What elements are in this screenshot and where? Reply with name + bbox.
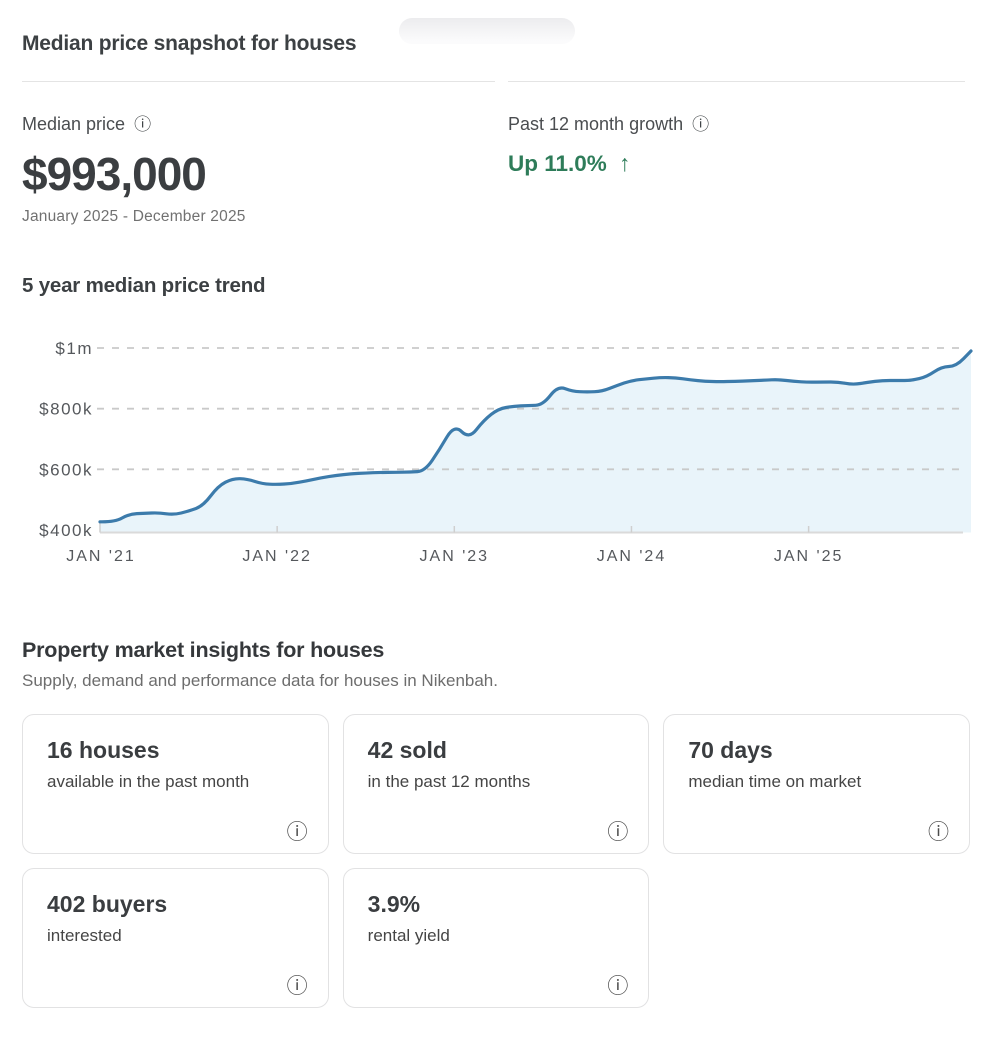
- svg-text:JAN '21: JAN '21: [66, 548, 136, 565]
- growth-panel: Past 12 month growth ⓘ Up 11.0% ↑: [508, 81, 965, 226]
- svg-text:JAN '25: JAN '25: [774, 548, 844, 565]
- info-icon[interactable]: ⓘ: [927, 821, 949, 844]
- card-label: available in the past month: [47, 772, 250, 791]
- card-rental-yield[interactable]: 3.9% rental yield ⓘ: [342, 868, 650, 1008]
- card-label: median time on market: [688, 772, 862, 791]
- median-price-label-row: Median price ⓘ: [22, 114, 495, 135]
- growth-value: Up 11.0% ↑: [508, 150, 965, 177]
- growth-label: Past 12 month growth: [508, 114, 684, 134]
- info-icon[interactable]: ⓘ: [607, 821, 629, 844]
- card-value: 70 days: [688, 737, 773, 763]
- svg-text:$400k: $400k: [39, 521, 93, 540]
- card-value: 3.9%: [367, 891, 421, 917]
- info-icon[interactable]: ⓘ: [607, 975, 629, 998]
- info-icon[interactable]: ⓘ: [286, 821, 308, 844]
- median-price-value: $993,000: [22, 148, 207, 200]
- info-icon[interactable]: ⓘ: [692, 115, 710, 134]
- median-price-period: January 2025 - December 2025: [22, 208, 246, 225]
- partial-header-pill: [399, 18, 575, 44]
- card-label: interested: [47, 926, 122, 945]
- median-price-label: Median price: [22, 114, 126, 134]
- insights-subtitle: Supply, demand and performance data for …: [22, 671, 498, 690]
- svg-text:JAN '23: JAN '23: [420, 548, 490, 565]
- svg-text:$600k: $600k: [39, 460, 93, 479]
- card-buyers-interested[interactable]: 402 buyers interested ⓘ: [22, 868, 329, 1008]
- snapshot-section-title: Median price snapshot for houses: [22, 32, 357, 55]
- card-sold[interactable]: 42 sold in the past 12 months ⓘ: [342, 714, 650, 854]
- up-arrow-icon: ↑: [618, 150, 631, 176]
- svg-text:JAN '24: JAN '24: [597, 548, 667, 565]
- card-label: in the past 12 months: [367, 772, 531, 791]
- median-price-panel: Median price ⓘ $993,000 January 2025 - D…: [22, 81, 495, 226]
- info-icon[interactable]: ⓘ: [286, 975, 308, 998]
- svg-text:$800k: $800k: [39, 400, 93, 419]
- card-label: rental yield: [367, 926, 450, 945]
- price-trend-chart: $1m $800k $600k $400k JAN '21 JAN '22 JAN '23 J…: [39, 339, 973, 565]
- card-value: 402 buyers: [47, 891, 168, 917]
- svg-text:$1m: $1m: [55, 339, 93, 358]
- card-time-on-market[interactable]: 70 days median time on market ⓘ: [663, 714, 970, 854]
- svg-text:JAN '22: JAN '22: [242, 548, 312, 565]
- snapshot-grid: Median price ⓘ $993,000 January 2025 - D…: [22, 81, 965, 226]
- info-icon[interactable]: ⓘ: [134, 115, 152, 134]
- insights-section-title: Property market insights for houses: [22, 638, 385, 662]
- growth-label-row: Past 12 month growth ⓘ: [508, 114, 965, 135]
- card-houses-available[interactable]: 16 houses available in the past month ⓘ: [22, 714, 329, 854]
- insight-cards-grid: 16 houses available in the past month ⓘ …: [22, 714, 970, 1008]
- growth-text: Up 11.0%: [508, 150, 607, 176]
- trend-section-title: 5 year median price trend: [22, 274, 266, 297]
- card-value: 42 sold: [367, 737, 447, 763]
- card-value: 16 houses: [47, 737, 160, 763]
